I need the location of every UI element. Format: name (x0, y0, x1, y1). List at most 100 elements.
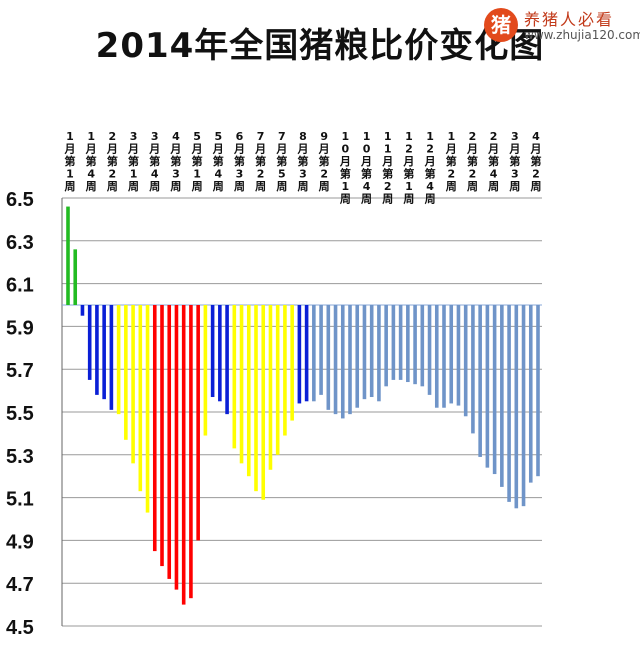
x-tick-label: 1 0 月第 1 周 (339, 130, 351, 206)
bar (275, 305, 280, 455)
x-tick-label: 4 月第 3 周 (169, 130, 181, 193)
y-tick-label: 5.7 (6, 360, 34, 382)
x-tick-label: 1 月第 4 周 (85, 130, 97, 193)
bar (283, 305, 287, 436)
bar (319, 305, 323, 395)
bar (377, 305, 381, 402)
bar (406, 305, 410, 383)
bar (210, 305, 215, 398)
bar (80, 305, 85, 316)
bar (463, 305, 468, 417)
bar (369, 305, 374, 398)
bar (189, 305, 193, 599)
x-tick-label: 1 2 月第 4 周 (424, 130, 436, 206)
bar (102, 305, 106, 400)
bar (246, 305, 251, 477)
bar (196, 305, 200, 541)
watermark-slogan: 养猪人必看 (524, 10, 615, 29)
bar (340, 305, 345, 419)
bar (239, 305, 244, 464)
bar (152, 305, 157, 552)
y-tick-label: 5.5 (6, 403, 34, 425)
y-tick-label: 6.1 (6, 275, 34, 297)
bar (528, 305, 533, 483)
bar (261, 305, 266, 500)
bar (326, 305, 331, 410)
y-tick-label: 4.5 (6, 617, 34, 639)
bar (456, 305, 461, 406)
x-tick-label: 7 月第 5 周 (275, 130, 287, 193)
chart-title: 2014年全国猪粮比价变化图 (95, 26, 545, 66)
y-tick-label: 6.5 (6, 189, 34, 211)
bar (434, 305, 439, 408)
bar (384, 305, 388, 387)
bar (232, 305, 237, 449)
x-tick-label: 9 月第 2 周 (318, 130, 330, 193)
bar (507, 305, 511, 502)
y-tick-label: 5.1 (6, 489, 34, 511)
y-tick-label: 5.3 (6, 446, 34, 468)
bar (297, 305, 302, 404)
watermark-logo: 猪 (484, 8, 518, 42)
x-tick-label: 5 月第 4 周 (212, 130, 224, 193)
bar (442, 305, 446, 408)
bar (131, 305, 135, 464)
bar (109, 305, 114, 410)
bar (116, 305, 121, 415)
watermark: 猪 养猪人必看 www.zhujia120.com (484, 4, 640, 50)
bar (174, 305, 179, 590)
bar (449, 305, 454, 404)
x-tick-label: 1 0 月第 4 周 (360, 130, 372, 206)
y-tick-label: 4.7 (6, 574, 34, 596)
bar (521, 305, 526, 507)
bar (312, 305, 316, 402)
bar (268, 305, 273, 470)
bar (167, 305, 172, 579)
x-tick-label: 3 月第 4 周 (148, 130, 160, 193)
bar (514, 305, 519, 509)
bar (203, 305, 208, 436)
bar (73, 249, 78, 305)
bar (304, 305, 309, 402)
x-tick-label: 6 月第 3 周 (233, 130, 245, 193)
bar (87, 305, 92, 380)
bar (485, 305, 490, 468)
bar (471, 305, 475, 434)
x-tick-label: 1 月第 2 周 (445, 130, 457, 193)
bar (398, 305, 403, 380)
y-tick-label: 4.9 (6, 531, 34, 553)
x-tick-label: 7 月第 2 周 (254, 130, 266, 193)
bar (391, 305, 396, 380)
x-tick-label: 3 月第 3 周 (508, 130, 520, 193)
watermark-url: www.zhujia120.com (524, 28, 640, 42)
bar (290, 305, 294, 421)
x-tick-label: 5 月第 1 周 (191, 130, 203, 193)
bar (138, 305, 143, 492)
y-tick-label: 6.3 (6, 232, 34, 254)
x-tick-label: 3 月第 1 周 (127, 130, 139, 193)
bar (536, 305, 540, 477)
bar (225, 305, 229, 415)
x-tick-label: 2 月第 2 周 (466, 130, 478, 193)
x-tick-label: 4 月第 2 周 (530, 130, 542, 193)
bar (160, 305, 164, 567)
bar (413, 305, 417, 385)
bar (420, 305, 425, 387)
bar (145, 305, 150, 513)
y-tick-label: 5.9 (6, 317, 34, 339)
x-tick-label: 1 2 月第 1 周 (402, 130, 414, 206)
bar (124, 305, 128, 440)
bar (181, 305, 186, 605)
bar (492, 305, 497, 475)
x-tick-label: 2 月第 4 周 (487, 130, 499, 193)
bar (362, 305, 367, 400)
bar (355, 305, 360, 408)
bar (348, 305, 352, 415)
x-tick-label: 1 月第 1 周 (64, 130, 76, 193)
bar (427, 305, 432, 395)
x-tick-label: 8 月第 3 周 (297, 130, 309, 193)
bar (478, 305, 482, 457)
x-tick-label: 1 1 月第 2 周 (381, 130, 393, 206)
bar (95, 305, 99, 395)
